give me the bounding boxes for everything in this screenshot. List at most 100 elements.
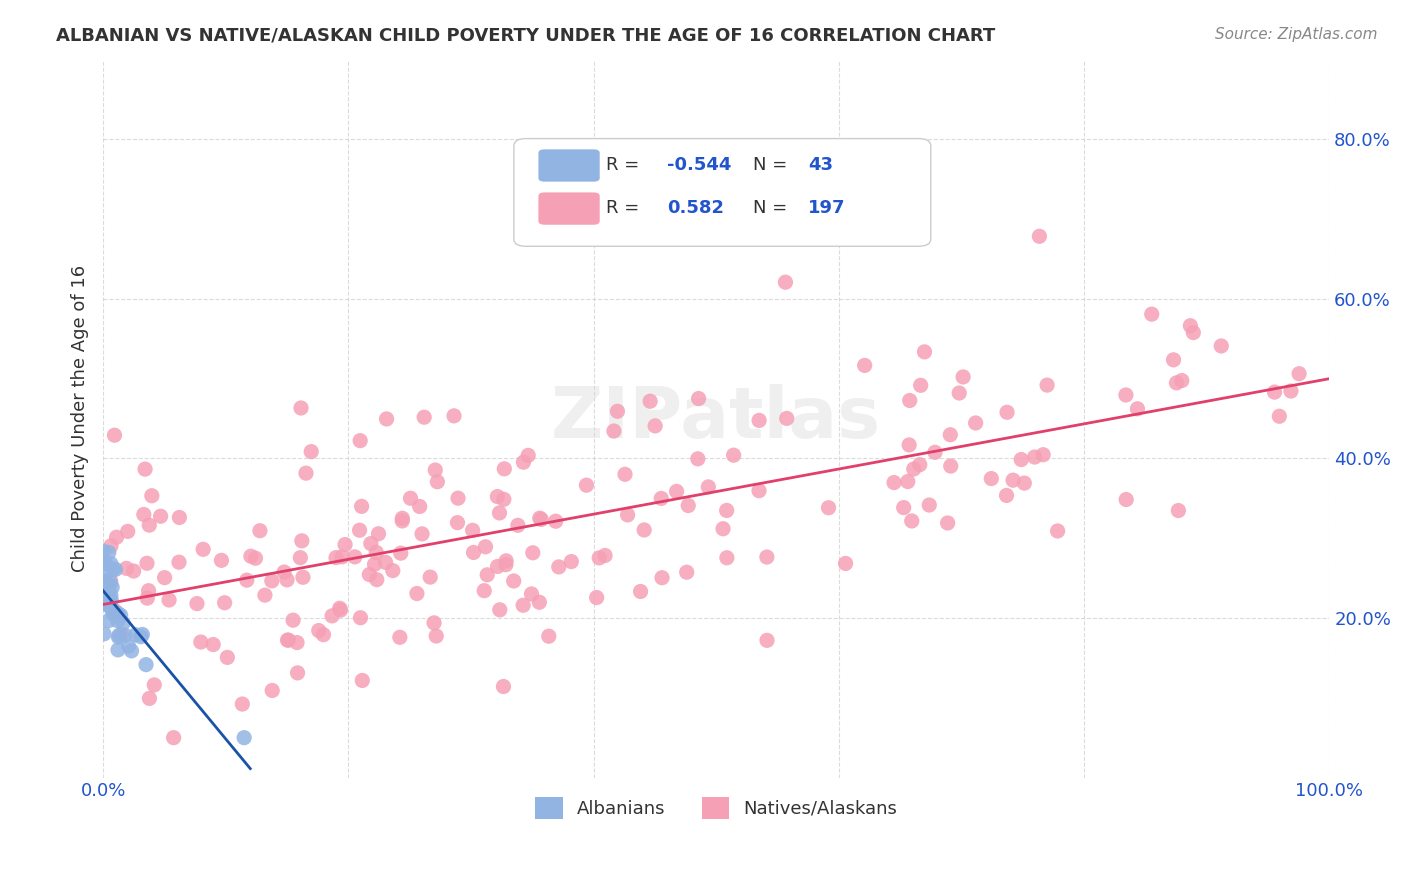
Point [488, 603, 510, 617]
Point [98, 579, 121, 593]
Y-axis label: Child Poverty Under the Age of 16: Child Poverty Under the Age of 16 [72, 265, 89, 572]
Point [129, 630, 152, 644]
Point [202, 638, 225, 652]
Point [110, 627, 132, 641]
Point [488, 506, 510, 520]
Point [389, 546, 412, 560]
Point [616, 508, 638, 522]
Point [908, 458, 931, 472]
Point [529, 511, 551, 525]
Point [98, 599, 121, 613]
Point [755, 549, 778, 564]
Point [143, 678, 166, 692]
Point [834, 557, 856, 571]
Point [614, 467, 637, 482]
Point [492, 492, 515, 507]
Point [1263, 385, 1285, 400]
Point [349, 523, 371, 537]
Point [329, 603, 352, 617]
Point [91, 595, 114, 609]
Point [1028, 229, 1050, 244]
Point [117, 639, 139, 653]
Point [1126, 401, 1149, 416]
Point [675, 566, 697, 580]
Point [277, 633, 299, 648]
Point [236, 573, 259, 587]
Point [914, 344, 936, 359]
Point [939, 458, 962, 473]
Point [443, 409, 465, 423]
Point [463, 545, 485, 559]
Point [900, 514, 922, 528]
Point [110, 608, 132, 623]
Point [723, 448, 745, 462]
Point [474, 540, 496, 554]
Point [233, 731, 256, 745]
Point [461, 524, 484, 538]
Point [530, 512, 553, 526]
Point [134, 462, 156, 476]
Point [1010, 452, 1032, 467]
Point [1036, 378, 1059, 392]
Point [312, 628, 335, 642]
Point [903, 462, 925, 476]
Point [853, 359, 876, 373]
Point [1211, 339, 1233, 353]
Point [506, 518, 529, 533]
Point [93, 557, 115, 571]
Point [472, 583, 495, 598]
Point [1002, 473, 1025, 487]
Point [162, 731, 184, 745]
Point [388, 630, 411, 644]
Point [748, 483, 770, 498]
Point [352, 673, 374, 688]
Point [897, 475, 920, 489]
Point [676, 499, 699, 513]
Point [103, 428, 125, 442]
Point [273, 565, 295, 579]
Point [980, 472, 1002, 486]
Point [132, 508, 155, 522]
Point [486, 490, 509, 504]
Point [359, 567, 381, 582]
Point [893, 500, 915, 515]
Point [186, 597, 208, 611]
Point [100, 601, 122, 615]
Point [1182, 326, 1205, 340]
Point [936, 516, 959, 530]
Point [97, 545, 120, 559]
Point [952, 370, 974, 384]
Legend: Albanians, Natives/Alaskans: Albanians, Natives/Alaskans [529, 789, 904, 826]
Point [330, 549, 353, 564]
Point [107, 630, 129, 644]
Point [104, 562, 127, 576]
Point [107, 643, 129, 657]
Point [512, 599, 534, 613]
Point [817, 500, 839, 515]
Point [381, 564, 404, 578]
Point [167, 555, 190, 569]
Point [1024, 450, 1046, 464]
Point [114, 628, 136, 642]
Point [408, 500, 430, 514]
Point [423, 615, 446, 630]
Point [374, 555, 396, 569]
Point [121, 644, 143, 658]
Point [290, 550, 312, 565]
Point [98, 594, 121, 608]
Point [495, 554, 517, 568]
Point [329, 601, 352, 615]
Point [231, 697, 253, 711]
Point [1279, 384, 1302, 398]
Point [1115, 492, 1137, 507]
Point [502, 574, 524, 588]
Point [290, 401, 312, 415]
Point [91, 544, 114, 558]
Point [91, 582, 114, 597]
Point [94, 558, 117, 572]
Point [638, 394, 661, 409]
Point [122, 564, 145, 578]
Text: 197: 197 [808, 199, 845, 218]
Point [494, 462, 516, 476]
Point [517, 449, 540, 463]
